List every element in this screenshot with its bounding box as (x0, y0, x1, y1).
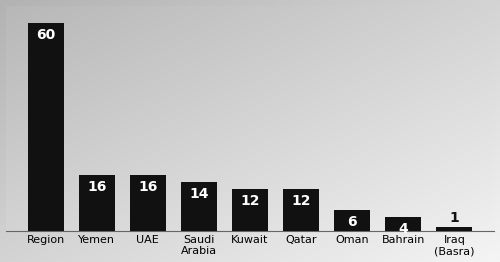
Text: 12: 12 (240, 194, 260, 208)
Text: 16: 16 (138, 181, 158, 194)
Text: 6: 6 (348, 215, 357, 229)
Bar (181, 182, 217, 231)
Text: 4: 4 (398, 222, 408, 236)
Bar (436, 227, 472, 231)
Text: 12: 12 (292, 194, 311, 208)
Text: 1: 1 (450, 211, 459, 226)
Text: 60: 60 (36, 28, 56, 42)
Bar (79, 175, 114, 231)
Bar (28, 23, 64, 231)
Bar (334, 210, 370, 231)
Bar (130, 175, 166, 231)
Text: 14: 14 (189, 187, 208, 201)
Bar (232, 189, 268, 231)
Text: 16: 16 (87, 181, 106, 194)
Bar (386, 217, 421, 231)
Bar (283, 189, 319, 231)
